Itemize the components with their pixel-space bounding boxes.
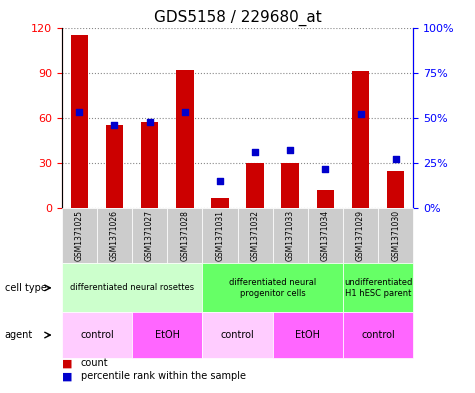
Text: percentile rank within the sample: percentile rank within the sample (81, 371, 246, 381)
Point (322, 165, 329, 172)
Text: ■: ■ (62, 358, 72, 368)
Bar (176, 70, 194, 208)
Bar (281, 163, 299, 208)
Text: cell type: cell type (5, 283, 47, 293)
Text: GSM1371033: GSM1371033 (286, 210, 294, 261)
Bar (316, 190, 334, 208)
Text: GSM1371028: GSM1371028 (180, 210, 189, 261)
Text: GSM1371032: GSM1371032 (251, 210, 259, 261)
Text: agent: agent (5, 330, 33, 340)
Point (76, 109, 83, 116)
Text: ■: ■ (62, 371, 72, 381)
Text: GSM1371034: GSM1371034 (321, 210, 330, 261)
Text: count: count (81, 358, 108, 368)
Text: GSM1371030: GSM1371030 (391, 210, 400, 261)
Point (111, 122, 118, 128)
Text: GSM1371031: GSM1371031 (216, 210, 224, 261)
Text: GSM1371025: GSM1371025 (75, 210, 84, 261)
Point (146, 118, 153, 125)
Bar (387, 171, 404, 208)
Point (392, 156, 399, 163)
Bar (71, 35, 88, 208)
Point (251, 149, 259, 155)
Text: undifferentiated
H1 hESC parent: undifferentiated H1 hESC parent (344, 278, 412, 298)
Bar (105, 125, 124, 208)
Text: EtOH: EtOH (295, 330, 320, 340)
Bar (211, 198, 228, 208)
Text: GSM1371026: GSM1371026 (110, 210, 119, 261)
Bar (352, 71, 369, 208)
Point (286, 147, 294, 154)
Text: GSM1371027: GSM1371027 (145, 210, 154, 261)
Text: differentiated neural rosettes: differentiated neural rosettes (70, 283, 194, 292)
Bar (247, 163, 264, 208)
Text: control: control (361, 330, 395, 340)
Text: GSM1371029: GSM1371029 (356, 210, 365, 261)
Text: control: control (80, 330, 114, 340)
Point (216, 178, 224, 184)
Title: GDS5158 / 229680_at: GDS5158 / 229680_at (153, 10, 322, 26)
Point (357, 111, 364, 118)
Text: control: control (220, 330, 255, 340)
Point (181, 109, 189, 116)
Bar (141, 123, 158, 208)
Text: EtOH: EtOH (155, 330, 180, 340)
Text: differentiated neural
progenitor cells: differentiated neural progenitor cells (229, 278, 316, 298)
